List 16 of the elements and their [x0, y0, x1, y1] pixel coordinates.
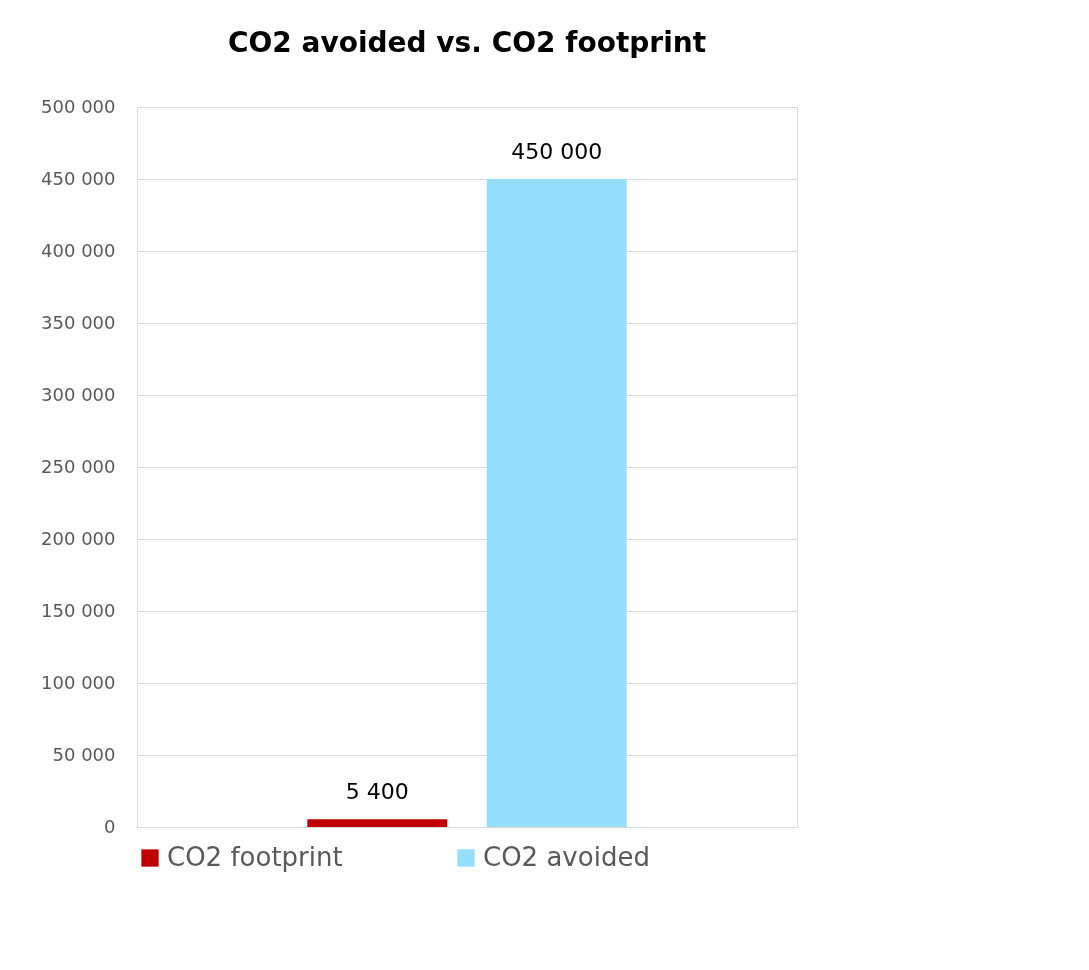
y-tick-label: 250 000 [41, 455, 116, 477]
y-tick-label: 450 000 [41, 167, 116, 189]
data-label: 5 400 [345, 779, 409, 805]
chart-title: CO2 avoided vs. CO2 footprint [227, 26, 707, 59]
data-label: 450 000 [511, 139, 603, 164]
y-tick-label: 50 000 [52, 743, 116, 765]
legend-label: CO2 footprint [167, 842, 343, 872]
y-tick-label: 150 000 [41, 599, 116, 621]
y-tick-label: 500 000 [41, 95, 116, 117]
y-tick-label: 400 000 [41, 239, 116, 261]
y-tick-label: 100 000 [41, 671, 116, 693]
y-tick-label: 350 000 [41, 311, 116, 333]
y-tick-label: 0 [104, 815, 116, 837]
y-tick-label: 300 000 [41, 383, 116, 405]
legend-label: CO2 avoided [483, 842, 650, 872]
y-tick-label: 200 000 [41, 527, 116, 549]
